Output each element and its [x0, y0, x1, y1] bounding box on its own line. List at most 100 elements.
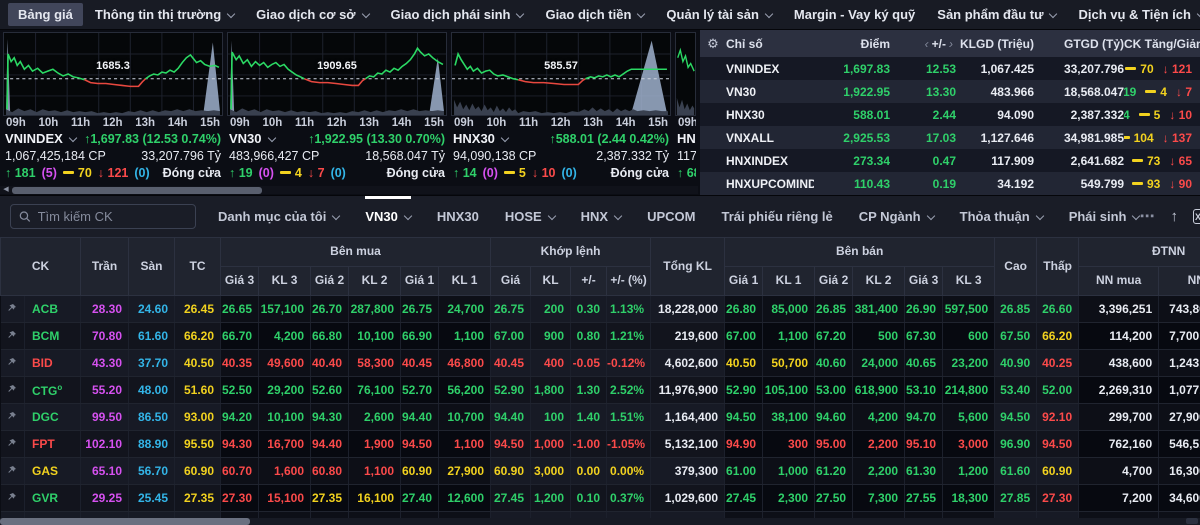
stock-row-FPT[interactable]: FPT 102.10 88.90 95.50 94.30 16,700 94.40 1,900…: [0, 430, 1200, 458]
col-mua-gia1[interactable]: Giá 1: [400, 266, 439, 296]
tab-hnx30[interactable]: HNX30: [437, 196, 479, 238]
ticker-GVR[interactable]: GVR: [24, 484, 81, 512]
ticker-ACB[interactable]: ACB: [24, 295, 81, 323]
search-input[interactable]: [37, 209, 187, 224]
index-points: 588.01: [853, 107, 890, 122]
pin-icon[interactable]: [0, 295, 25, 323]
nav-item-d-ch-v-ti-n-ch[interactable]: Dịch vụ & Tiện ích: [1068, 3, 1200, 26]
col-tc[interactable]: TC: [174, 237, 221, 296]
index-row-VNINDEX[interactable]: VNINDEX1,697.8312.531,067.42533,207.796↑…: [700, 57, 1200, 80]
pin-icon[interactable]: [0, 376, 25, 404]
index-selector[interactable]: VNINDEX: [5, 131, 78, 146]
stock-row-BCM[interactable]: BCM 70.80 61.60 66.20 66.70 4,200 66.80 10,100 6…: [0, 322, 1200, 350]
search-box[interactable]: [10, 204, 196, 229]
tab-ph-i-sinh[interactable]: Phái sinh: [1069, 196, 1141, 238]
tab-upcom[interactable]: UPCOM: [647, 196, 695, 238]
more-tabs-icon[interactable]: ⋯: [1139, 208, 1156, 225]
stock-row-CTG[interactable]: CTGo 55.20 48.00 51.60 52.50 29,200 52.60 76,10…: [0, 376, 1200, 404]
col-khop-change-pct[interactable]: +/- (%): [606, 266, 652, 296]
tab-danh-m-c-c-a-t-i[interactable]: Danh mục của tôi: [218, 196, 341, 238]
tab-th-a-thu-n[interactable]: Thỏa thuận: [960, 196, 1044, 238]
ticker-FPT[interactable]: FPT: [24, 430, 81, 458]
stock-row-ACB[interactable]: ACB 28.30 24.60 26.45 26.65 157,100 26.70 287,8…: [0, 295, 1200, 323]
nav-item-giao-d-ch-ph-i-sinh[interactable]: Giao dịch phái sinh: [381, 3, 534, 26]
col-ck[interactable]: CK: [0, 237, 81, 296]
chart-card-hnxindex-partial[interactable]: 09h HNXI 117,9 ↑ 68: [675, 32, 696, 184]
scrollbar-thumb[interactable]: [12, 186, 262, 194]
settings-gear-icon[interactable]: ⚙: [707, 35, 719, 51]
col-mua-kl2[interactable]: KL 2: [348, 266, 401, 296]
ticker-CTG[interactable]: CTGo: [24, 376, 81, 404]
col-khop-gia[interactable]: Giá: [490, 266, 532, 296]
nav-item-qu-n-l-t-i-s-n[interactable]: Quản lý tài sản: [656, 3, 781, 26]
col-ban-kl3[interactable]: KL 3: [942, 266, 996, 296]
cell: 50,700: [762, 349, 816, 377]
col-tran[interactable]: Trần: [80, 237, 129, 296]
col-khop-kl[interactable]: KL: [530, 266, 572, 296]
export-excel-icon[interactable]: X: [1192, 209, 1200, 224]
ticker-BCM[interactable]: BCM: [24, 322, 81, 350]
index-selector[interactable]: HNXI: [677, 131, 696, 146]
nav-item-b-ng-gi[interactable]: Bảng giá: [8, 3, 83, 26]
col-mua-gia2[interactable]: Giá 2: [310, 266, 349, 296]
scroll-left-arrow-icon[interactable]: ◀: [3, 186, 9, 193]
cell: 46,800: [438, 349, 492, 377]
col-nn-mua[interactable]: NN mua: [1078, 266, 1160, 296]
col-nn-ban[interactable]: NN bán: [1158, 266, 1200, 296]
index-selector[interactable]: HNX30: [453, 131, 510, 146]
ticker-DGC[interactable]: DGC: [24, 403, 81, 431]
pin-icon[interactable]: [0, 484, 25, 512]
bottom-scrollbar[interactable]: [0, 518, 1200, 525]
ticker-GAS[interactable]: GAS: [24, 457, 81, 485]
tab-hose[interactable]: HOSE: [505, 196, 556, 238]
scrollbar-thumb[interactable]: [0, 518, 250, 525]
col-mua-gia3[interactable]: Giá 3: [220, 266, 259, 296]
chart-card-vn30[interactable]: 1909.65 09h 10h 11h 12h 13h 14h 15h VN30 ↑1,92…: [227, 32, 447, 184]
pin-icon[interactable]: [0, 457, 25, 485]
index-row-HNX30[interactable]: HNX30 588.01 2.44 94.090 2,387.332↑ 14 5 ↓ 10: [700, 103, 1200, 126]
chart-card-hnx30[interactable]: 585.57 09h 10h 11h 12h 13h 14h 15h HNX30 ↑588.…: [451, 32, 671, 184]
stock-row-BID[interactable]: BID 43.30 37.70 40.50 40.35 49,600 40.40 58,300…: [0, 349, 1200, 377]
chart-card-vnindex[interactable]: 1685.3 09h 10h 11h 12h 13h 14h 15h VNINDEX ↑1,…: [3, 32, 223, 184]
nav-item-margin-vay-k-qu[interactable]: Margin - Vay ký quỹ: [784, 3, 925, 26]
cell: 10,100: [258, 403, 311, 431]
session-status: Đóng cửa: [162, 165, 221, 180]
session-status: Đóng cửa: [386, 165, 445, 180]
nav-item-th-ng-tin-th-tr-ng[interactable]: Thông tin thị trường: [85, 3, 244, 26]
col-tong-kl[interactable]: Tổng KL: [650, 237, 726, 296]
col-ban-kl2[interactable]: KL 2: [852, 266, 906, 296]
col-mua-kl3[interactable]: KL 3: [258, 266, 311, 296]
index-row-VN30[interactable]: VN30 1,922.95 13.30 483.966 18,568.047↑ 19 4 ↓…: [700, 80, 1200, 103]
col-mua-kl1[interactable]: KL 1: [437, 266, 492, 296]
pin-icon[interactable]: [0, 349, 25, 377]
ticker-BID[interactable]: BID: [24, 349, 81, 377]
col-ban-gia3[interactable]: Giá 3: [904, 266, 944, 296]
stock-row-GVR[interactable]: GVR 29.25 25.45 27.35 27.30 15,100 27.35 16,100…: [0, 484, 1200, 512]
nav-item-s-n-ph-m-u-t[interactable]: Sản phẩm đầu tư: [927, 3, 1066, 26]
col-ban-gia2[interactable]: Giá 2: [814, 266, 854, 296]
tab-hnx[interactable]: HNX: [581, 196, 623, 238]
nav-item-giao-d-ch-c-s[interactable]: Giao dịch cơ sở: [246, 3, 378, 26]
pin-icon[interactable]: [0, 322, 25, 350]
pin-icon[interactable]: [0, 430, 25, 458]
col-ban-gia1[interactable]: Giá 1: [724, 266, 764, 296]
pin-icon[interactable]: [0, 403, 25, 431]
nav-item-giao-d-ch-ti-n[interactable]: Giao dịch tiền: [535, 3, 654, 26]
col-khop-change[interactable]: +/-: [570, 266, 608, 296]
index-row-VNXALL[interactable]: VNXALL2,925.5317.031,127.64634,981.985↑ …: [700, 126, 1200, 149]
col-san[interactable]: Sàn: [128, 237, 175, 296]
col-cao[interactable]: Cao: [994, 237, 1038, 296]
charts-scrollbar[interactable]: ◀: [0, 186, 698, 194]
total-value: 18,568.047 Tỷ: [365, 148, 445, 163]
tab-cp-ng-nh[interactable]: CP Ngành: [859, 196, 935, 238]
stock-row-DGC[interactable]: DGC 99.50 86.50 93.00 94.20 10,100 94.30 2,600 9…: [0, 403, 1200, 431]
upload-arrow-icon[interactable]: ↑: [1170, 208, 1178, 225]
col-thap[interactable]: Thấp: [1036, 237, 1080, 296]
col-ban-kl1[interactable]: KL 1: [762, 266, 816, 296]
stock-row-GAS[interactable]: GAS 65.10 56.70 60.90 60.70 1,600 60.80 1,100 60…: [0, 457, 1200, 485]
tab-tr-i-phi-u-ri-ng-l[interactable]: Trái phiếu riêng lẻ: [722, 196, 833, 238]
index-selector[interactable]: VN30: [229, 131, 276, 146]
tab-vn30[interactable]: VN30: [365, 196, 413, 238]
